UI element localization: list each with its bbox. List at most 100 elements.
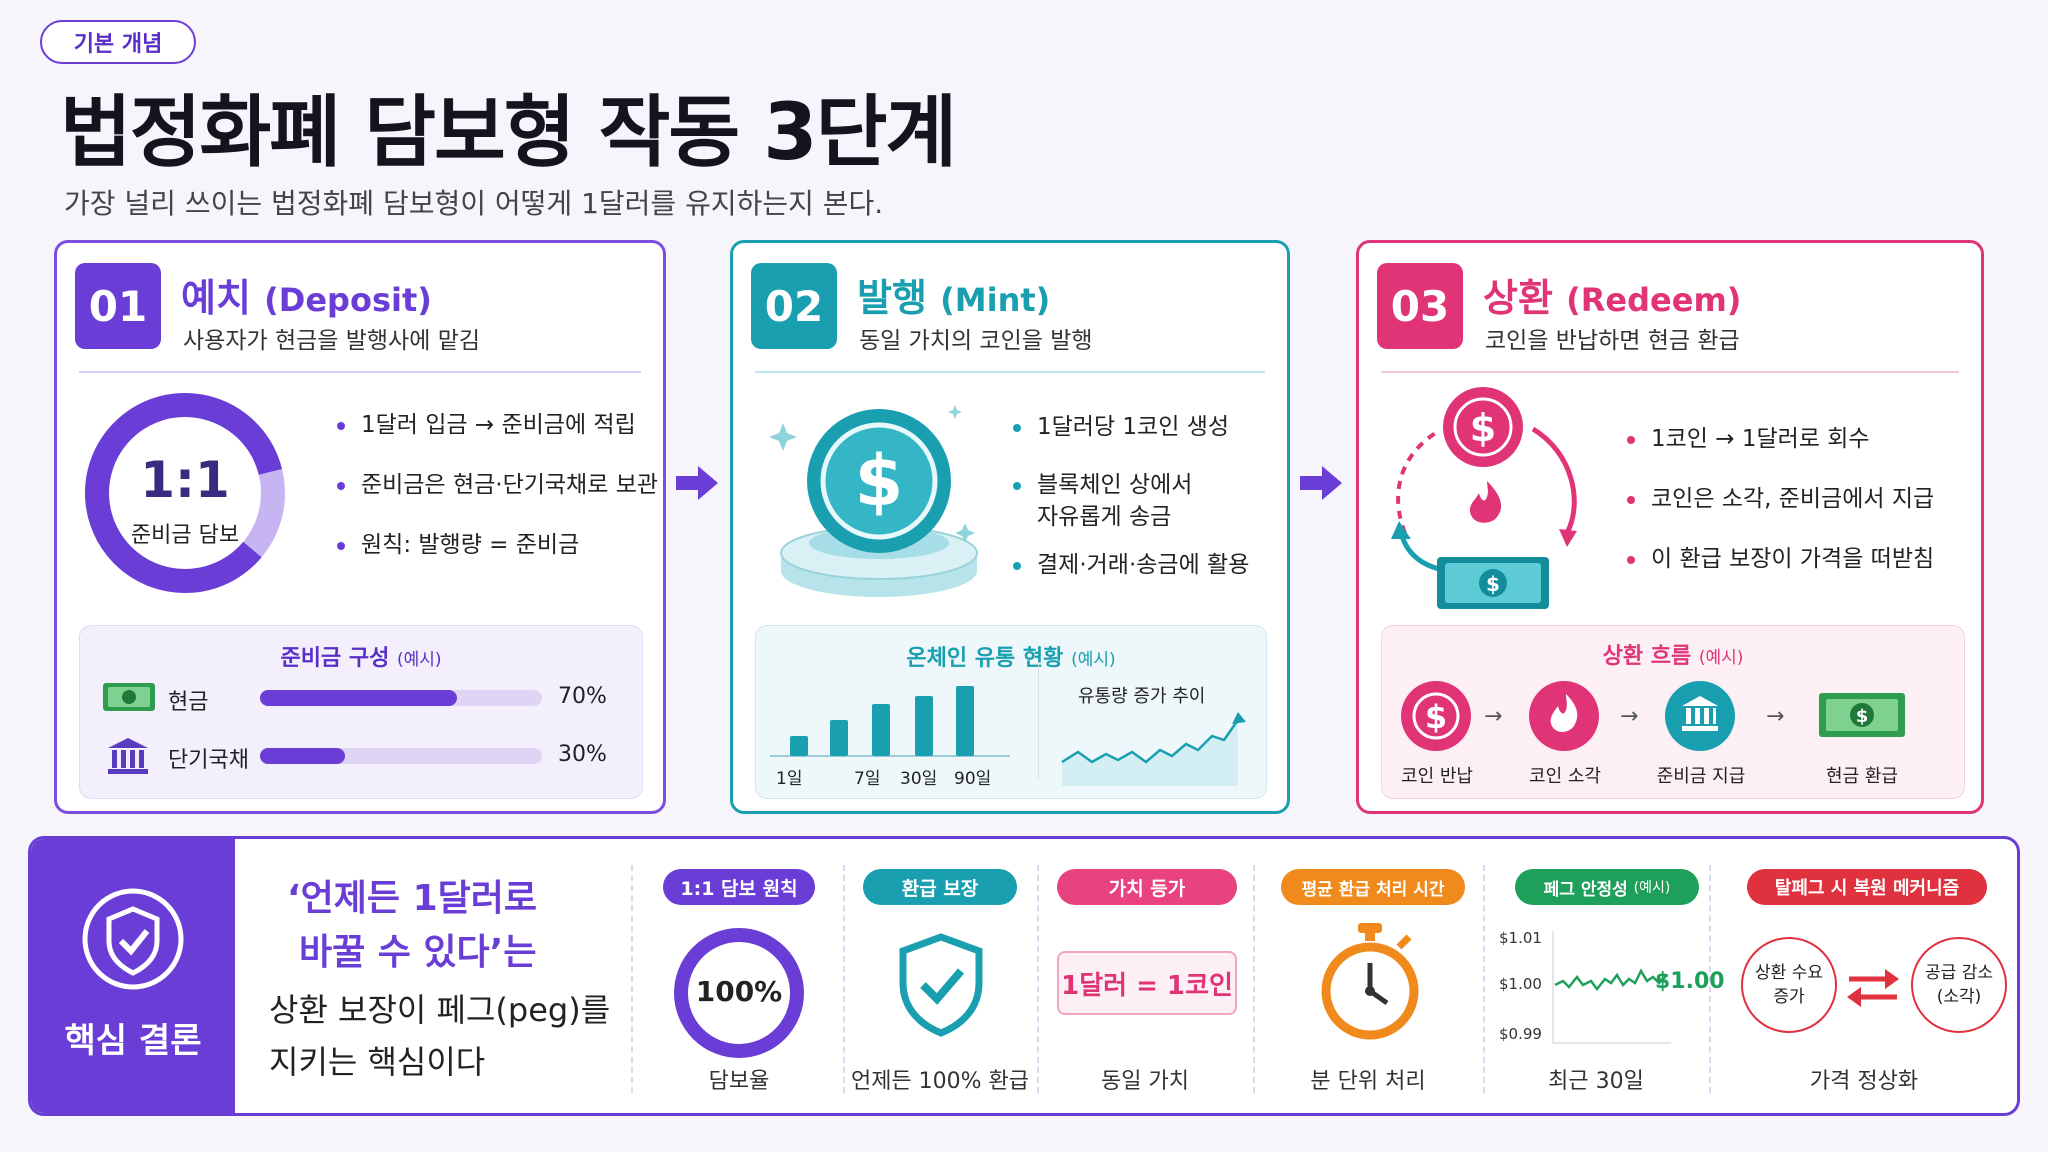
donut-label: 준비금 담보 xyxy=(130,523,240,548)
bullet-item: 코인은 소각, 준비금에서 지급 xyxy=(1627,483,1934,515)
conclusion-panel: 핵심 결론 ‘언제든 1달러로 바꿀 수 있다’는 상환 보장이 페그(peg)… xyxy=(28,836,2020,1116)
reserve-bank-icon xyxy=(1665,681,1735,751)
divider xyxy=(755,371,1265,373)
peg-stability-chart xyxy=(1552,931,1671,1044)
redeem-flow-panel: 상환 흐름 (예시) $ → → → $ 코인 반납 코인 소각 준비금 지급 … xyxy=(1381,625,1965,799)
flow-title: 상환 흐름 (예시) xyxy=(1602,644,1744,669)
pill-collateral-principle: 1:1 담보 원칙 xyxy=(663,869,815,905)
conclusion-text: 상환 보장이 페그(peg)를 xyxy=(269,991,611,1029)
step-number-badge: 02 xyxy=(751,263,837,349)
conclusion-label: 핵심 결론 xyxy=(64,1021,202,1061)
flow-arrow-icon: → xyxy=(1484,704,1503,729)
separator xyxy=(1483,865,1485,1093)
bar-7d xyxy=(830,720,848,756)
bullet-item: 원칙: 발행량 = 준비금 xyxy=(337,529,579,561)
separator xyxy=(1709,865,1711,1093)
bar-label: 1일 xyxy=(776,769,803,789)
peg-value: $1.00 xyxy=(1655,969,1725,994)
reserve-composition-panel: 준비금 구성 (예시) 현금 70% 단기국채 30% xyxy=(79,625,643,799)
bullet-item: 준비금은 현금·단기국채로 보관 xyxy=(337,469,658,501)
reserve-value-cash: 70% xyxy=(558,684,607,709)
shield-check-icon xyxy=(82,888,184,990)
flow-arrow-icon: → xyxy=(1766,704,1785,729)
pill-refund-guarantee: 환급 보장 xyxy=(863,869,1017,905)
step-title-ko: 예치 xyxy=(181,276,251,320)
cash-icon xyxy=(103,683,155,711)
step-mint-card: 02 발행 (Mint) 동일 가치의 코인을 발행 $ 1달러당 1코인 생성… xyxy=(730,240,1290,814)
item-caption: 언제든 100% 환급 xyxy=(850,1069,1030,1094)
svg-text:$: $ xyxy=(1486,572,1500,596)
flow-step-label: 코인 소각 xyxy=(1529,766,1601,787)
page-subtitle: 가장 널리 쓰이는 법정화폐 담보형이 어떻게 1달러를 유지하는지 본다. xyxy=(64,187,884,220)
step-number-badge: 03 xyxy=(1377,263,1463,349)
conclusion-label-block: 핵심 결론 xyxy=(31,839,235,1113)
y-tick: $1.01 xyxy=(1499,929,1542,947)
flow-step-label: 준비금 지급 xyxy=(1656,766,1746,787)
conclusion-text: 지키는 핵심이다 xyxy=(269,1043,486,1081)
burn-icon xyxy=(1529,681,1599,751)
bank-icon xyxy=(108,738,148,774)
item-caption: 동일 가치 xyxy=(1101,1069,1189,1094)
panel-divider xyxy=(1038,662,1039,780)
redeem-cycle-illustration: $ $ xyxy=(1391,387,1577,609)
divider xyxy=(1381,371,1959,373)
reserve-value-bonds: 30% xyxy=(558,742,607,767)
donut-value: 1:1 xyxy=(140,451,230,509)
step-title-en: (Mint) xyxy=(940,281,1051,319)
progress-track xyxy=(260,690,542,706)
bullet-item: 1달러 입금 → 준비금에 적립 xyxy=(337,409,636,441)
bar-1d xyxy=(790,736,808,756)
collateral-donut-chart xyxy=(85,393,285,593)
arrow-right-icon xyxy=(1300,466,1342,500)
quote-line: 바꿀 수 있다’는 xyxy=(299,932,537,973)
onchain-circulation-panel: 온체인 유통 현황 (예시) 1일 7일 30일 90일 유통량 증가 추이 xyxy=(755,625,1267,799)
progress-track xyxy=(260,748,542,764)
step-description: 코인을 반납하면 현금 환급 xyxy=(1485,328,1740,354)
progress-fill-bonds xyxy=(260,748,345,764)
svg-text:$: $ xyxy=(855,440,904,522)
bullet-item: 이 환급 보장이 가격을 떠받침 xyxy=(1627,543,1934,575)
pill-refund-time: 평균 환급 처리 시간 xyxy=(1281,869,1465,905)
pill-value-parity: 가치 등가 xyxy=(1057,869,1237,905)
bullet-item: 1달러당 1코인 생성 xyxy=(1013,411,1229,443)
item-caption: 담보율 xyxy=(708,1069,770,1094)
step-redeem-card: 03 상환 (Redeem) 코인을 반납하면 현금 환급 $ $ 1코인 → … xyxy=(1356,240,1984,814)
bar-label: 30일 xyxy=(900,769,938,789)
supply-decrease-node: 공급 감소 (소각) xyxy=(1911,937,2007,1033)
svg-text:$: $ xyxy=(1856,706,1869,727)
bullet-item: 1코인 → 1달러로 회수 xyxy=(1627,423,1870,455)
step-description: 사용자가 현금을 발행사에 맡김 xyxy=(183,328,481,354)
circulation-bar-chart xyxy=(770,686,1010,757)
svg-text:$: $ xyxy=(1425,698,1447,736)
flow-step-label: 현금 환급 xyxy=(1826,766,1898,787)
divider xyxy=(79,371,641,373)
bar-label: 90일 xyxy=(954,769,992,789)
quote-line: ‘언제든 1달러로 xyxy=(287,878,537,919)
svg-text:$: $ xyxy=(1470,406,1496,450)
cycle-arrows-icon xyxy=(1847,969,1899,1007)
item-caption: 최근 30일 xyxy=(1548,1069,1644,1094)
bar-30d xyxy=(872,704,890,756)
pill-depeg-recovery: 탈페그 시 복원 메커니즘 xyxy=(1747,869,1987,905)
circulation-title: 온체인 유통 현황 (예시) xyxy=(906,646,1116,671)
step-title-en: (Deposit) xyxy=(264,281,432,319)
step-title-ko: 상환 xyxy=(1483,276,1553,320)
step-title: 상환 (Redeem) xyxy=(1483,267,1741,322)
y-tick: $1.00 xyxy=(1499,975,1542,993)
step-deposit-card: 01 예치 (Deposit) 사용자가 현금을 발행사에 맡김 1:1 준비금… xyxy=(54,240,666,814)
step-number-badge: 01 xyxy=(75,263,161,349)
bullet-item-continued: 자유롭게 송금 xyxy=(1037,504,1172,530)
category-tag: 기본 개념 xyxy=(40,20,196,64)
item-caption: 가격 정상화 xyxy=(1809,1069,1919,1094)
pill-peg-stability: 페그 안정성 (예시) xyxy=(1515,869,1699,905)
separator xyxy=(843,865,845,1093)
page-title: 법정화폐 담보형 작동 3단계 xyxy=(60,88,957,178)
reserve-label-bonds: 단기국채 xyxy=(168,748,249,773)
progress-fill-cash xyxy=(260,690,458,706)
donut-fill xyxy=(85,393,285,593)
step-title: 예치 (Deposit) xyxy=(181,267,432,322)
separator xyxy=(1037,865,1039,1093)
demand-increase-node: 상환 수요 증가 xyxy=(1741,937,1837,1033)
coin-return-icon: $ xyxy=(1401,681,1471,751)
bullet-item: 결제·거래·송금에 활용 xyxy=(1013,549,1249,581)
